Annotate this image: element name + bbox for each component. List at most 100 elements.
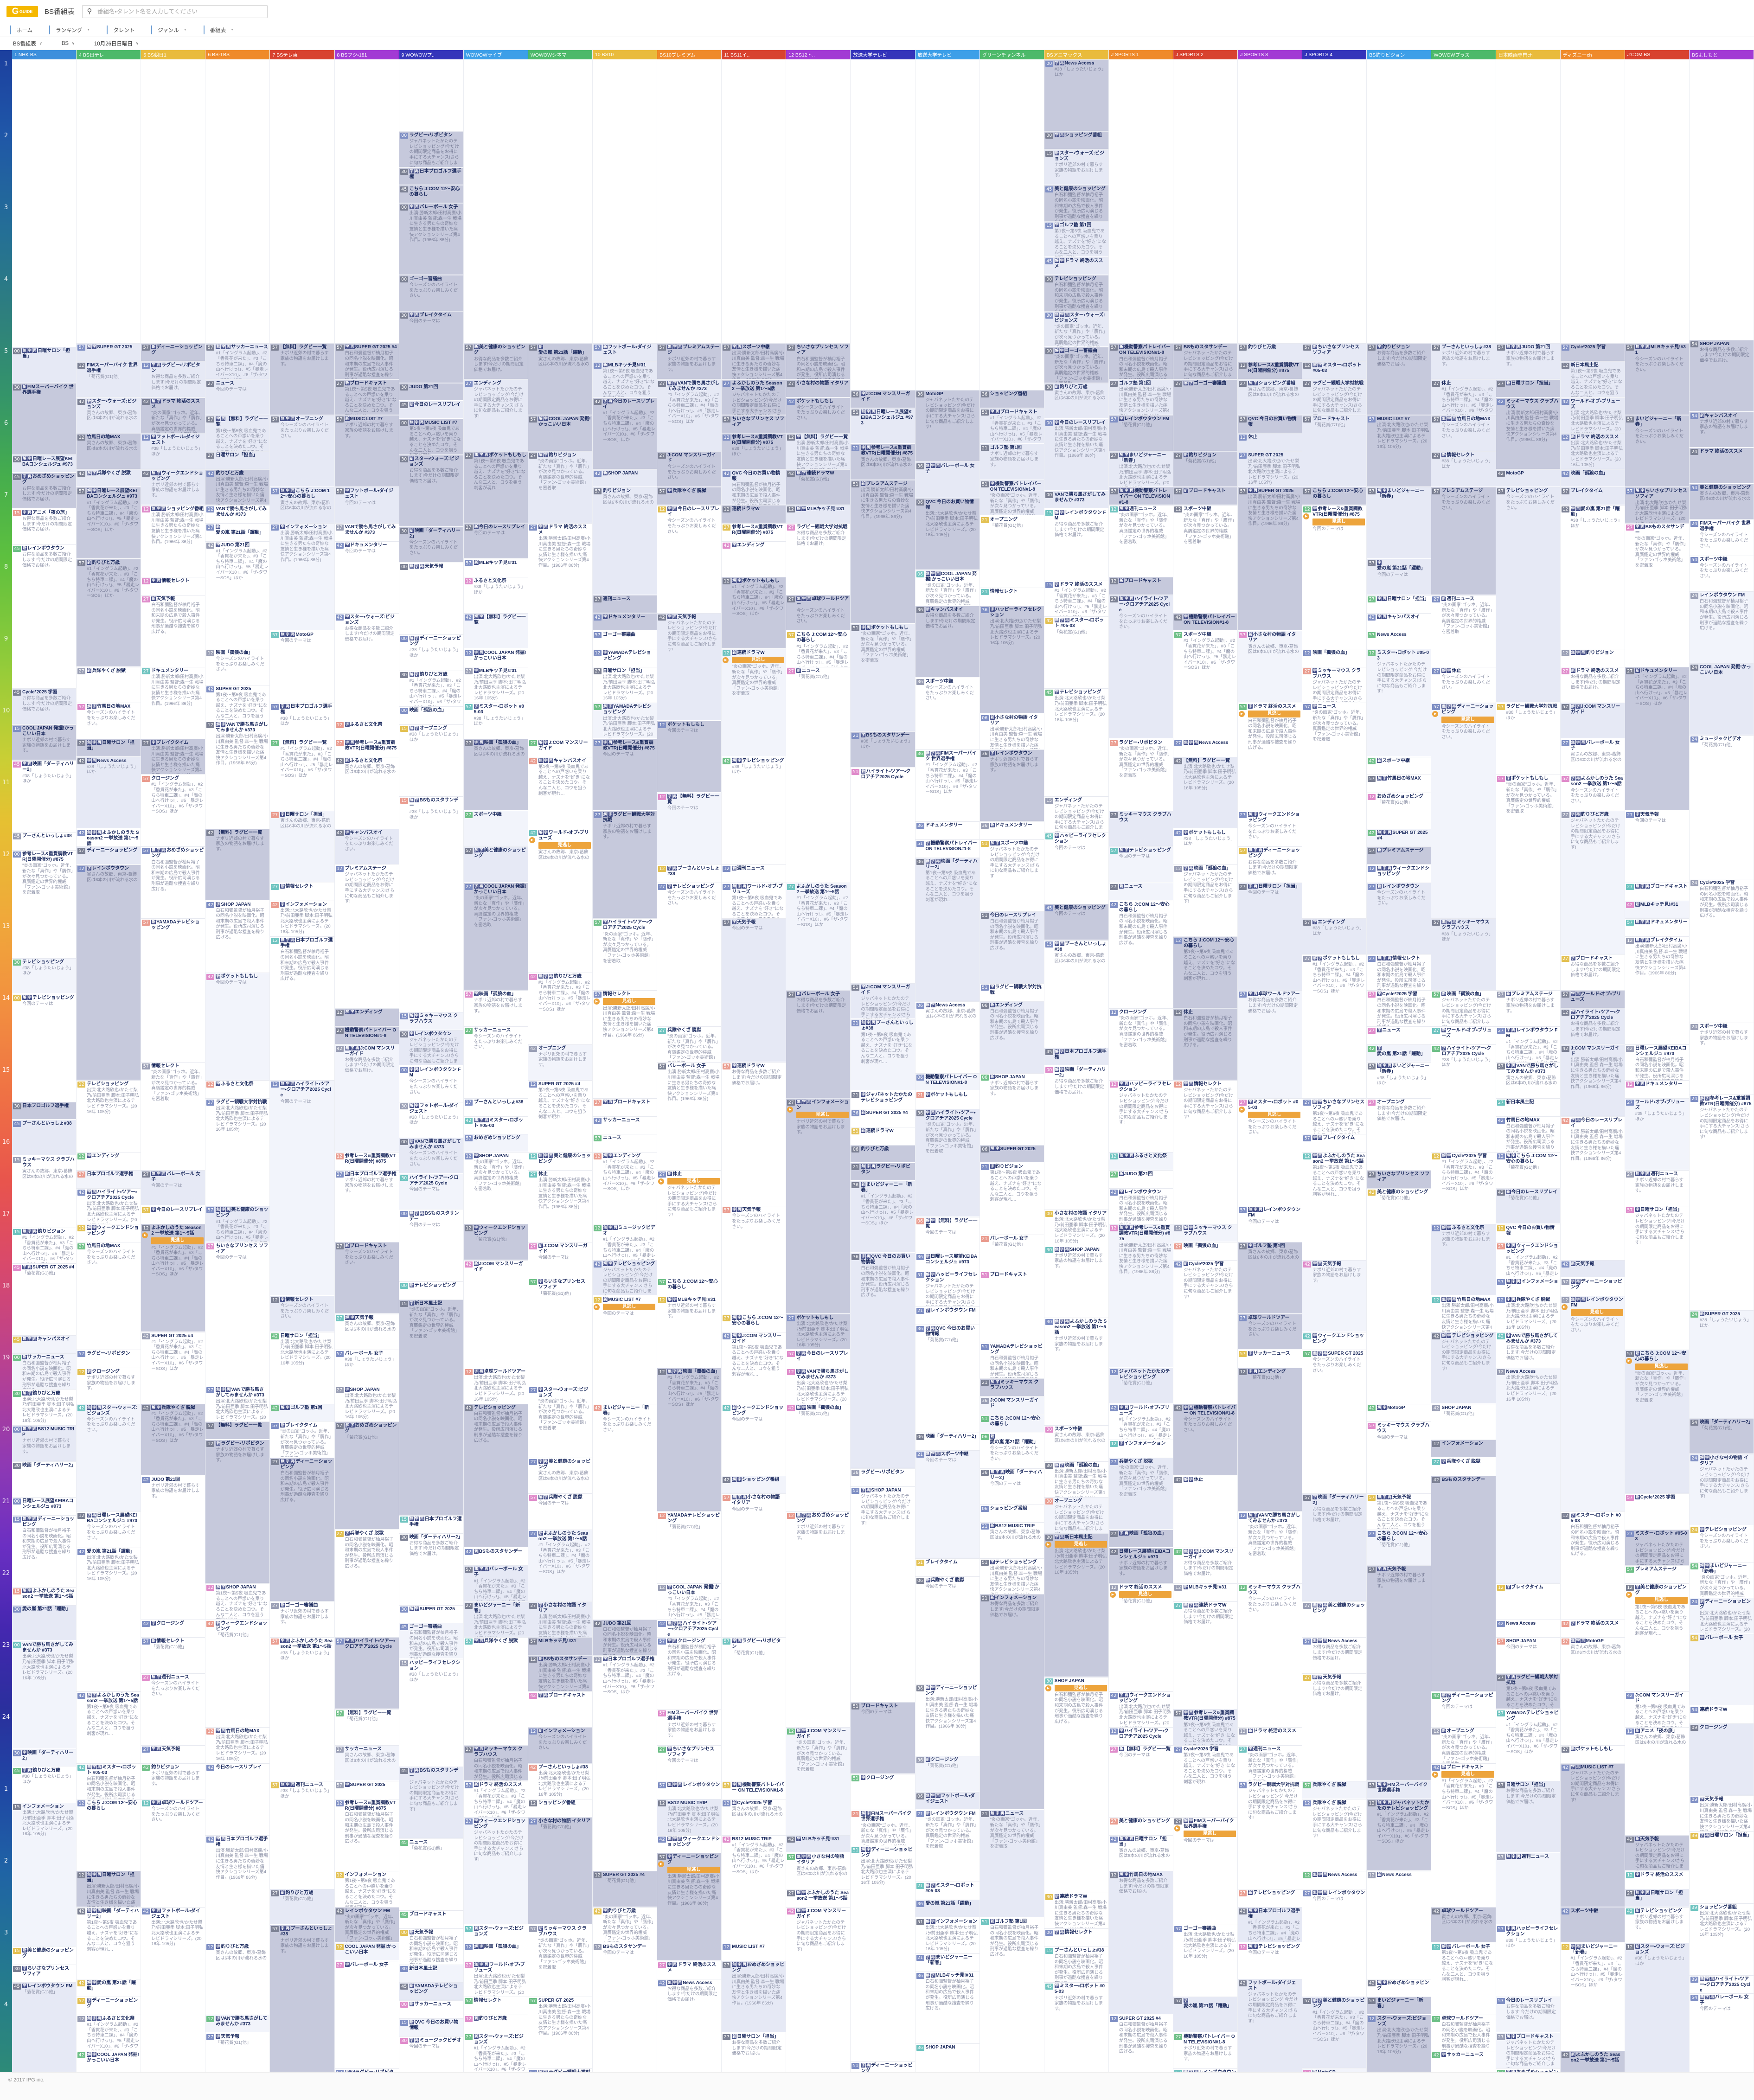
program-cell[interactable]: 12 字ミスター・ロボット #05-03 白石和彌監督が柚月裕子の同名小説を映画化。…	[1560, 1511, 1625, 1619]
program-cell[interactable]: 12 無字再ジャパネットたかたのテレビショッピング #1「イングラム起動」、#2「香…	[1367, 1799, 1431, 1870]
program-cell[interactable]: 24 新 SUPER GT 2025 #38「しょうたいじょう」ほか	[1689, 1310, 1754, 1418]
program-cell[interactable]: 12 竹馬日の地MAX 寅さんの故郷、東京・葛飾区は6本の川が流れる水の	[77, 433, 141, 469]
program-cell[interactable]: 54 映画「ダーティハリー2」 「菊花賞(G1)他」	[1689, 1418, 1754, 1453]
play-icon[interactable]: ▶	[1561, 1304, 1568, 1310]
program-cell[interactable]: 27 無字再ブロードキャスト	[1625, 882, 1689, 900]
program-cell[interactable]: 27 字ミッキーマウス クラブハウス ジャパネットたかたのテレビショッピング!今だけ…	[1302, 666, 1367, 703]
program-cell[interactable]: 12 字再まいどジャーニー「新春」 #1「イングラム起動」、#2「香貫花が来た」、#…	[1560, 1943, 1625, 2050]
program-cell[interactable]: 36 ドキュメンタリー	[915, 821, 979, 839]
program-cell[interactable]: 42 字再ウィークエンドショッピング 出演:北大路欣也/かたせ梨乃/前田亜季 脚本:…	[1108, 1691, 1173, 1727]
program-cell[interactable]: 42 MotoGP	[1496, 469, 1560, 487]
program-cell[interactable]: 57 字釣りビジョン お得な商品を多数ご紹介します!今だけの期間限定価格でお届け。	[1367, 343, 1431, 415]
program-cell[interactable]: 27 新週刊ニュース "炎の画家"ゴッホ。近年、新たな「真作」や「贋作」が次々見つか…	[1431, 595, 1496, 666]
program-cell[interactable]: 39 字再日曜サロン「担当」	[1689, 1831, 1754, 1903]
program-cell[interactable]: 12 字 COOL JAPAN 発掘!かっこいい日本 #1「イングラム起動」、#2「香…	[657, 1583, 722, 1619]
program-cell[interactable]: 30 愛の嵐 第21話「躍動」	[12, 1605, 77, 1640]
program-cell[interactable]: 57 字 SUPER GT 2025	[334, 1781, 399, 1799]
program-cell[interactable]: 57 BSものスタサンデー ジャパネットたかたのテレビショッピング!今だけの期間限定…	[1173, 343, 1238, 379]
program-cell[interactable]: 27 ポケットもしもし 出演:北大路欣也/かたせ梨乃/前田亜季 脚本:田子明弘 北大…	[786, 1313, 851, 1350]
program-cell[interactable]: 51 字機動警察パトレイバー ON TELEVISION#1-8 "炎の画家"ゴッホ…	[979, 480, 1044, 516]
program-cell[interactable]: 57 字再プーさんといっしょ#38 ナポリ近郊の村で暮らす家族の物語をお届けします。	[270, 1925, 334, 2072]
program-cell[interactable]: 12 解字テレビショッピング 今回のテーマは	[1238, 1943, 1302, 1978]
program-cell[interactable]: 45 ブロードキャスト	[399, 1910, 463, 1928]
program-cell[interactable]: 57 News Access	[1367, 631, 1431, 648]
program-cell[interactable]: 57 FIMスーパーバイク 世界選手権 ナポリ近郊の村で暮らす家族の物語をお届けしま…	[657, 1709, 722, 1745]
program-cell[interactable]: 57 解字 SUPER GT 2025	[77, 343, 141, 361]
program-cell[interactable]: 27 ラグビー観戦大学対抗戦 ジャパネットたかたのテレビショッピング!今だけの期間限…	[1302, 379, 1367, 415]
program-cell[interactable]: 42 JUDO 第21回 ナポリ近郊の村で暮らす家族の物語をお届けします。	[141, 1475, 205, 1619]
program-cell[interactable]: 12 字再プーさんといっしょ#38	[657, 864, 722, 882]
program-cell[interactable]: 57 字再天気予報 今シーズンのハイライトをたっぷりお楽しみください。	[722, 1206, 786, 1313]
program-cell[interactable]: 12 新釣りびと万歳	[463, 2015, 528, 2032]
program-cell[interactable]: 09 クロージング	[1689, 1723, 1754, 1795]
program-cell[interactable]: 57 無字再オープニング 今シーズンのハイライトをたっぷりお楽しみください。	[270, 415, 334, 487]
program-cell[interactable]: 27 新愛の嵐 第21話「躍動」	[205, 523, 270, 541]
program-cell[interactable]: 12 休止	[1238, 433, 1302, 451]
program-cell[interactable]: 06 新小さな村の物語 イタリア 出演:勝新太郎/田村高廣/小川真由美 監督:森一生…	[979, 713, 1044, 749]
program-cell[interactable]: 42 解字ドラマ 終活のススメ "炎の画家"ゴッホ。近年、新たな「真作」や「贋作」が…	[141, 397, 205, 433]
search-input[interactable]	[96, 5, 268, 18]
program-cell[interactable]: 12 字ふるさと文化祭	[205, 1080, 270, 1098]
program-cell[interactable]: 57 無字再プレミアムステージ ナポリ近郊の村で暮らす家族の物語をお届けします。	[657, 343, 722, 379]
program-cell[interactable]: 57 無字再ミッキーマウス クラブハウス #38「しょうたいじょう」ほか	[1431, 918, 1496, 990]
program-cell[interactable]: 57 無字再ディーニーショッピング お得な商品を多数ご紹介します!今だけの期間限定価…	[1238, 846, 1302, 882]
channel-header[interactable]: 4 BS日テレ	[77, 50, 141, 59]
program-cell[interactable]: 27 解字 J:COM マンスリーガイド	[528, 738, 592, 756]
program-cell[interactable]: 30 字ちいさなプリンセス ソフィア	[12, 1964, 77, 1982]
program-cell[interactable]: 45 字再 SUPER GT 2025 #4 「菊花賞(G1)他」	[12, 1263, 77, 1335]
program-cell[interactable]: 51 無字再日曜レース展望KEIBAコンシェルジュ #973	[851, 408, 915, 444]
program-cell[interactable]: 45 新今日のレースリプレイ	[399, 401, 463, 418]
program-cell[interactable]: 42 解字テレビショッピング ジャパネットたかたのテレビショッピング!今だけの期間限…	[1431, 1332, 1496, 1403]
catchup-badge[interactable]: 見逃し	[1183, 1831, 1236, 1838]
program-cell[interactable]: 57 新釣りびと万歳 #1「イングラム起動」、#2「香貫花が来た」、#3「こちら特車…	[77, 559, 141, 666]
program-cell[interactable]: 12 ▶ 字美と健康のショッピング 見逃し 第1夜〜第5夜 吸血鬼であることへの戸惑いを…	[1625, 1583, 1689, 1691]
program-cell[interactable]: 51 ブレイクタイム	[915, 1558, 979, 1576]
program-cell[interactable]: 21 字レインボウタウン FM	[915, 1306, 979, 1324]
program-cell[interactable]: 27 週刊ニュース	[592, 595, 657, 613]
program-cell[interactable]: 57 解字テレビショッピング 今回のテーマは	[1108, 846, 1173, 882]
program-cell[interactable]: 15 字新日本風土記 "炎の画家"ゴッホ。近年、新たな「真作」や「贋作」が次々見つか…	[399, 1299, 463, 1515]
program-cell[interactable]: 27 無字再週刊ニュース ナポリ近郊の村で暮らす家族の物語をお届けします。	[1625, 1170, 1689, 1206]
program-cell[interactable]: 27 解字休止 今シーズンのハイライトをたっぷりお楽しみください。	[1431, 666, 1496, 703]
program-cell[interactable]: 57 スポーツ中継 #1「イングラム起動」、#2「香貫花が来た」、#3「こちら特車二…	[1173, 631, 1238, 738]
program-cell[interactable]: 36 無字再映画「ダーティハリー2」 今回のテーマは	[979, 1468, 1044, 1504]
program-cell[interactable]: 57 解字兵隊やくざ 脱獄 今回のテーマは	[528, 1493, 592, 1529]
program-cell[interactable]: 12 解字ポケットもしもし #1「イングラム起動」、#2「香貫花が来た」、#3「こち…	[722, 577, 786, 648]
program-cell[interactable]: 36 字再 QVC 今日のお買い物情報 「菊花賞(G1)他」	[915, 1325, 979, 1432]
program-cell[interactable]: 42 解字日本プロゴルフ選手権 #1「イングラム起動」、#2「香貫花が来た」、#3「…	[1238, 1907, 1302, 1942]
program-cell[interactable]: 21 新 BS12 MUSIC TRIP 寅さんの故郷、東京・葛飾区は6本の川が流れる…	[979, 1522, 1044, 1558]
play-icon[interactable]: ▶	[529, 837, 535, 843]
program-cell[interactable]: 24 ドラマ 終活のススメ	[1689, 448, 1754, 483]
program-cell[interactable]: 57 まいどジャーニー「新春」 今シーズンのハイライトをたっぷりお楽しみください。	[1625, 415, 1689, 487]
program-cell[interactable]: 27 ゴルフ塾 第1回 出演:勝新太郎/田村高廣/小川真由美 監督:森一生 戦場に生…	[1108, 379, 1173, 415]
program-cell[interactable]: 21 情報セレクト	[979, 588, 1044, 605]
program-cell[interactable]: 57 ニュース	[592, 1134, 657, 1152]
program-cell[interactable]: 27 無字再ハイライト・ツアー・クロアチア2025 Cycle 今シーズンのハイライ…	[1108, 595, 1173, 738]
catchup-badge[interactable]: 見逃し	[1441, 1771, 1494, 1778]
play-icon[interactable]: ▶	[1239, 1106, 1245, 1113]
program-cell[interactable]: 27 サッカーニュース 寅さんの故郷、東京・葛飾区は6本の川が流れる水の	[334, 1745, 399, 1781]
program-cell[interactable]: 00 新サッカーニュース	[399, 2000, 463, 2018]
program-cell[interactable]: 57 新 Cycle*2025 学習	[1625, 1493, 1689, 1529]
program-cell[interactable]: 12 新 BSものスタサンデー 出演:勝新太郎/田村高廣/小川真由美 監督:森一生 戦…	[528, 1655, 592, 1691]
program-cell[interactable]: 27 ちいさなプリンセス ソフィア	[1367, 1170, 1431, 1188]
program-cell[interactable]: 12 字再よふかしのうた Season2 一挙放送 第1〜5話 第1夜〜第5夜 吸血…	[1302, 1152, 1367, 1260]
program-cell[interactable]: 57 SHOP JAPAN 今回のテーマは	[1496, 1637, 1560, 1673]
program-cell[interactable]: 30 新連続ドラマW 出演:勝新太郎/田村高廣/小川真由美 監督:森一生 戦場に生き…	[1044, 1892, 1108, 1928]
program-cell[interactable]: 27 プーさんといっしょ#38	[463, 1098, 528, 1116]
program-cell[interactable]: 27 無字再日曜サロン「担当」	[1625, 1889, 1689, 1907]
filter-select-0[interactable]: BS番組表 ∨	[13, 40, 42, 47]
program-cell[interactable]: 00 映画「孤狼の血」	[399, 706, 463, 724]
program-cell[interactable]: 27 小さな村の物語 イタリア 「菊花賞(G1)他」	[528, 1817, 592, 1925]
program-cell[interactable]: 45 ゴーゴー審議曲 白石和彌監督が柚月裕子の同名小説を映画化。昭和末期の広島で殺人…	[399, 1623, 463, 1658]
program-cell[interactable]: 57 SUPER GT 2025 出演:勝新太郎/田村高廣/小川真由美 監督:森一生…	[528, 1997, 592, 2068]
program-cell[interactable]: 12 新日本風土記 第1夜〜第5夜 吸血鬼であることへの戸惑いを乗り越え、ナズナを"…	[1560, 361, 1625, 397]
program-cell[interactable]: 12 解字 MLBキッチ見!#31	[786, 505, 851, 523]
program-cell[interactable]: 21 オープニング 「菊花賞(G1)他」	[979, 516, 1044, 588]
program-cell[interactable]: 57 字日曜サロン「担当」 ジャパネットたかたのテレビショッピング!今だけの期間限定…	[1625, 1206, 1689, 1350]
program-cell[interactable]: 57 字再日本プロゴルフ選手権 #38「しょうたいじょう」ほか	[270, 703, 334, 738]
channel-header[interactable]: 12 BS12ト..	[786, 50, 851, 59]
program-cell[interactable]: 57 字今日のレースリプレイ	[141, 1206, 205, 1223]
